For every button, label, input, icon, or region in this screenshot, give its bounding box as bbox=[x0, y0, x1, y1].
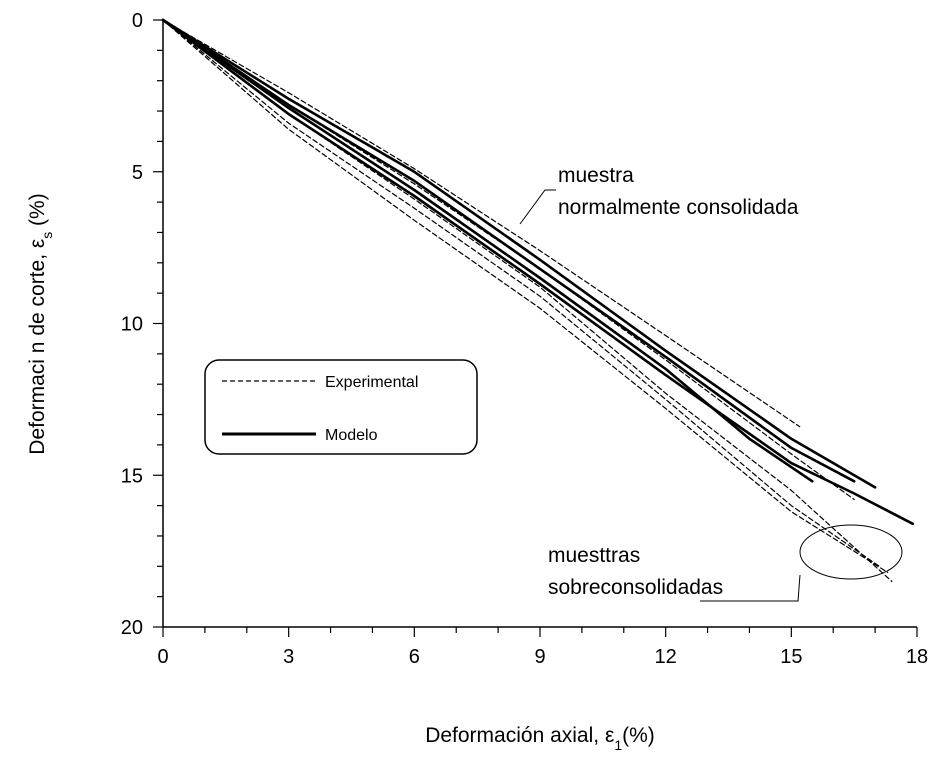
y-tick-label: 0 bbox=[132, 10, 143, 32]
model-curve-5 bbox=[161, 18, 877, 489]
x-tick-label: 15 bbox=[780, 646, 802, 668]
experimental-curve-4 bbox=[162, 19, 880, 567]
y-tick-label: 15 bbox=[121, 465, 143, 487]
annotation-oc-line1: muesttras bbox=[548, 544, 640, 567]
axis-titles: Deformación axial, ε1(%) Deformaci n de … bbox=[26, 193, 655, 753]
experimental-curve-3 bbox=[162, 19, 889, 574]
annotation-oc-leader bbox=[700, 574, 801, 602]
annotation-oc-ellipse bbox=[799, 524, 903, 580]
legend-box bbox=[204, 359, 478, 455]
annotation-nc-line2: normalmente consolidada bbox=[558, 196, 799, 219]
model-curve-6 bbox=[161, 18, 856, 483]
y-axis-title: Deformaci n de corte, εs (%) bbox=[26, 193, 55, 454]
y-tick-label: 20 bbox=[121, 617, 143, 639]
experimental-curve-2 bbox=[162, 19, 893, 583]
y-tick-label: 5 bbox=[132, 162, 143, 184]
legend-experimental-label: Experimental bbox=[325, 374, 418, 391]
annotations: muestra normalmente consolidada muesttra… bbox=[519, 164, 903, 602]
x-tick-label: 0 bbox=[157, 646, 168, 668]
x-tick-label: 9 bbox=[534, 646, 545, 668]
model-curve-8 bbox=[161, 18, 915, 526]
annotation-nc-line1: muestra bbox=[558, 164, 634, 187]
series-layer bbox=[161, 18, 915, 583]
x-tick-label: 12 bbox=[655, 646, 677, 668]
model-curve-7 bbox=[161, 18, 814, 483]
legend-modelo-label: Modelo bbox=[325, 427, 378, 444]
x-tick-label: 6 bbox=[409, 646, 420, 668]
plot-frame-layer: 0 3 6 9 12 15 18 0 5 10 15 20 bbox=[121, 10, 928, 668]
y-tick-label: 10 bbox=[121, 314, 143, 336]
legend: Experimental Modelo bbox=[204, 359, 478, 455]
experimental-curve-0 bbox=[162, 19, 801, 428]
annotation-oc-line2: sobreconsolidadas bbox=[548, 576, 723, 599]
x-tick-label: 3 bbox=[283, 646, 294, 668]
x-axis-title: Deformación axial, ε1(%) bbox=[425, 724, 655, 753]
annotation-nc-leader bbox=[519, 189, 556, 225]
x-tick-label: 18 bbox=[906, 646, 928, 668]
